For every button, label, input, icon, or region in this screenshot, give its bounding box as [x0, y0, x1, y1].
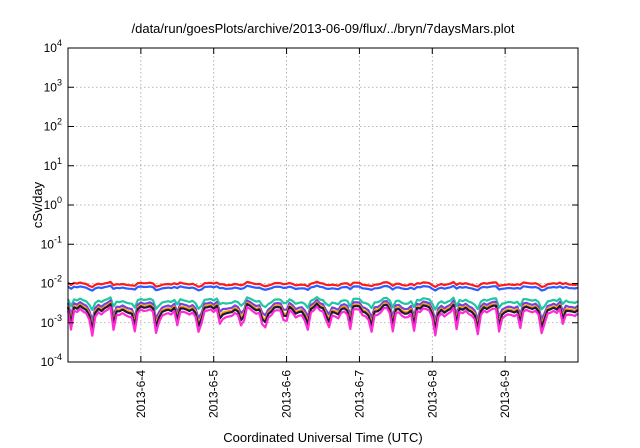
- y-tick-label: 101: [44, 156, 62, 173]
- x-axis-label: Coordinated Universal Time (UTC): [223, 430, 422, 445]
- series-line-7: [66, 305, 579, 337]
- series-line-6: [66, 302, 579, 331]
- series-line-4: [66, 298, 579, 322]
- y-tick-label: 104: [44, 38, 62, 55]
- chart-title: /data/run/goesPlots/archive/2013-06-09/f…: [132, 21, 515, 36]
- x-tick-label: 2013-6-6: [280, 370, 294, 418]
- x-tick-label: 2013-6-4: [134, 370, 148, 418]
- series-line-3: [66, 296, 579, 311]
- series-line-5: [66, 301, 579, 328]
- x-tick-label: 2013-6-9: [498, 370, 512, 418]
- series-group: [66, 280, 579, 337]
- y-tick-label: 103: [44, 77, 62, 94]
- y-tick-label: 102: [44, 117, 62, 134]
- x-axis: 2013-6-4 2013-6-5 2013-6-6 2013-6-7 2013-6-8…: [134, 48, 512, 418]
- y-tick-label: 10-4: [41, 352, 62, 369]
- series-line-2: [67, 284, 579, 292]
- series-line-1: [67, 280, 579, 289]
- y-axis-label: cSv/day: [30, 181, 45, 228]
- y-tick-label: 10-1: [41, 234, 62, 251]
- y-tick-label: 100: [44, 195, 62, 212]
- x-tick-label: 2013-6-8: [425, 370, 439, 418]
- y-axis: 10-4 10-3 10-2 10-1 100 101 102 103 104: [41, 38, 578, 369]
- y-tick-label: 10-2: [41, 274, 62, 291]
- y-tick-label: 10-3: [41, 313, 62, 330]
- x-tick-label: 2013-6-7: [352, 370, 366, 418]
- x-tick-label: 2013-6-5: [207, 370, 221, 418]
